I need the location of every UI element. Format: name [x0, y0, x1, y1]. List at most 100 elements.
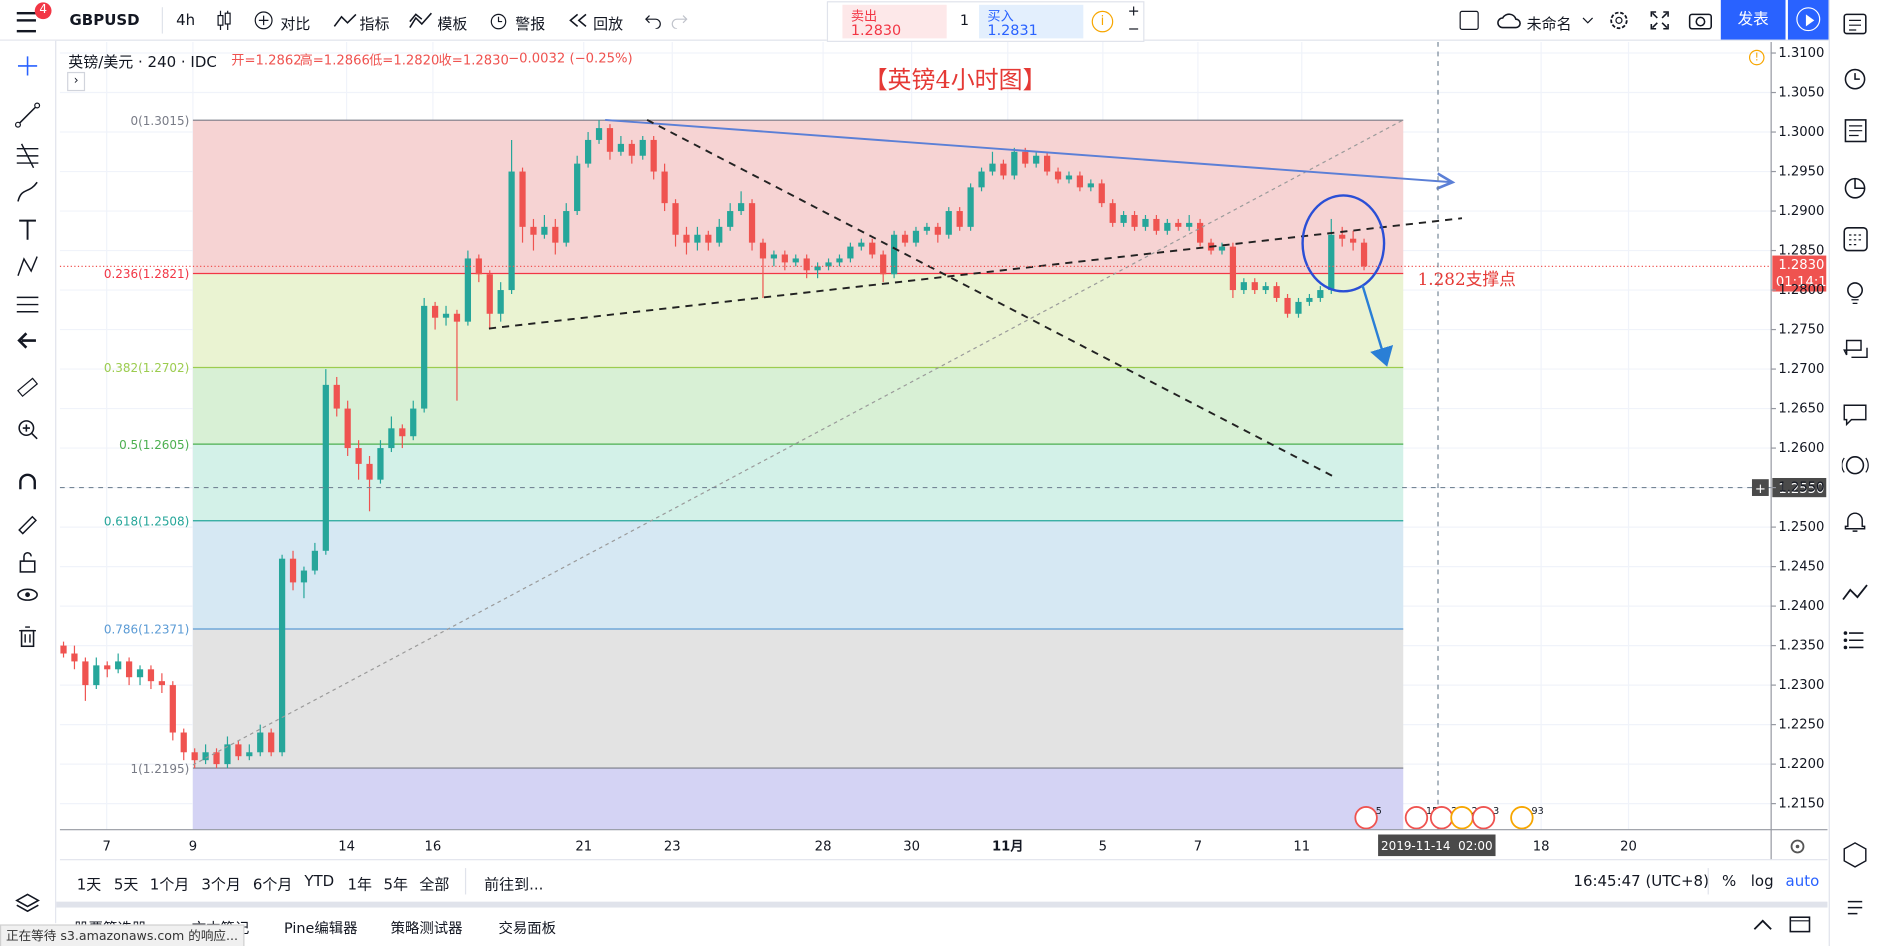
candle-body	[60, 645, 67, 654]
y-tick-label: 1.2950	[1778, 165, 1824, 180]
legend-low: 低=1.2820	[369, 52, 440, 69]
layout-name[interactable]: 未命名	[1526, 14, 1572, 33]
compare-button[interactable]: 对比	[280, 14, 311, 33]
layout-button[interactable]	[1459, 10, 1479, 30]
compare-icon[interactable]	[254, 11, 273, 30]
delete-tool[interactable]	[18, 626, 37, 648]
fib-zone	[192, 273, 1404, 368]
cloud-icon[interactable]	[1497, 11, 1523, 30]
drawing-toolbar	[0, 40, 57, 924]
range-button[interactable]: 1个月	[149, 875, 190, 894]
alert-button[interactable]: 警报	[515, 14, 546, 33]
candle-body	[552, 226, 559, 243]
y-tick-label: 1.2600	[1778, 441, 1824, 456]
y-tick-label: 1.2550	[1778, 481, 1824, 496]
panel-tab[interactable]: 交易面板	[498, 919, 557, 937]
undo-redo[interactable]	[642, 12, 690, 29]
templates-icon[interactable]	[409, 11, 433, 30]
symbol-button[interactable]: GBPUSD	[69, 10, 140, 29]
goto-button[interactable]: 前往到...	[484, 875, 544, 894]
replay-icon[interactable]	[568, 13, 587, 27]
candle-body	[1043, 155, 1051, 172]
sidebar-icons[interactable]	[1841, 12, 1871, 935]
collapse-panel[interactable]	[1752, 917, 1774, 931]
replay-button[interactable]: 回放	[593, 14, 624, 33]
range-button[interactable]: 1年	[347, 875, 373, 894]
candle-body	[574, 163, 581, 212]
y-tick-label: 1.2750	[1778, 323, 1824, 338]
candle-body	[333, 384, 340, 409]
minus-button[interactable]: −	[1127, 20, 1140, 38]
sell-button[interactable]: 卖出 1.2830	[842, 4, 947, 39]
top-toolbar: 4 GBPUSD 4h 对比 指标 模板 警报 回放 卖出 1.2830 1 买…	[0, 0, 1879, 42]
candle-body	[672, 203, 679, 235]
event-flag	[1510, 806, 1534, 830]
y-tick-label: 1.2200	[1778, 757, 1824, 772]
candle-body	[584, 139, 592, 164]
fib-zone	[192, 444, 1404, 521]
candle-body	[224, 744, 231, 765]
percent-toggle[interactable]: %	[1722, 871, 1737, 890]
candle-body	[825, 262, 832, 267]
candle-body	[858, 242, 865, 247]
fullscreen-button[interactable]	[1650, 11, 1669, 30]
separator	[161, 7, 163, 34]
settings-icon[interactable]	[1790, 839, 1805, 854]
panel-tab[interactable]: 策略测试器	[390, 919, 463, 937]
play-button[interactable]	[1787, 0, 1829, 40]
candle-body	[563, 211, 570, 243]
notification-badge: 4	[34, 2, 52, 20]
indicators-button[interactable]: 指标	[359, 14, 390, 33]
candle-body	[421, 305, 428, 409]
range-button[interactable]: 6个月	[252, 875, 293, 894]
candle-body	[355, 448, 362, 464]
buy-button[interactable]: 买入 1.2831	[979, 4, 1084, 39]
info-icon[interactable]: i	[1091, 10, 1114, 33]
range-button[interactable]: 1天	[76, 875, 102, 894]
log-toggle[interactable]: log	[1750, 871, 1774, 890]
tool-icons[interactable]	[14, 53, 41, 605]
range-button[interactable]: 5年	[383, 875, 408, 894]
chart-title: 【英镑4小时图】	[864, 66, 1047, 94]
templates-button[interactable]: 模板	[437, 14, 468, 33]
quantity[interactable]: 1	[959, 11, 970, 29]
publish-button[interactable]: 发表	[1720, 0, 1786, 40]
candle-body	[213, 752, 220, 765]
menu-button[interactable]	[16, 11, 36, 33]
event-count: 93	[1531, 806, 1543, 817]
event-count: 5	[1376, 806, 1382, 817]
candle-body	[1109, 203, 1116, 223]
range-button[interactable]: 5天	[113, 875, 139, 894]
dropdown-icon[interactable]	[1582, 16, 1594, 26]
plus-button[interactable]: +	[1127, 2, 1140, 20]
warning-icon[interactable]	[1748, 49, 1765, 66]
panel-tab[interactable]: Pine编辑器	[284, 919, 358, 937]
candle-body	[453, 313, 461, 322]
legend-toggle[interactable]: ›	[67, 71, 86, 92]
buy-label: 买入	[987, 8, 1014, 24]
alert-icon[interactable]	[489, 11, 508, 30]
object-tree[interactable]	[14, 892, 40, 914]
candle-body	[115, 661, 122, 670]
candle-body	[289, 558, 297, 583]
candle-body	[246, 752, 253, 757]
range-button[interactable]: 全部	[419, 875, 450, 894]
range-button[interactable]: 3个月	[201, 875, 241, 894]
interval-button[interactable]: 4h	[176, 10, 196, 29]
chart-style-button[interactable]	[216, 10, 233, 32]
candle-body	[869, 242, 876, 255]
candle-body	[399, 428, 406, 437]
range-button[interactable]: YTD	[304, 871, 335, 890]
candle-body	[923, 226, 931, 231]
candle-body	[125, 661, 133, 678]
x-tick-label: 21	[575, 839, 592, 854]
auto-toggle[interactable]: auto	[1785, 871, 1820, 890]
maximize-panel[interactable]	[1789, 916, 1811, 933]
settings-button[interactable]	[1608, 10, 1630, 32]
x-tick-label: 16	[425, 839, 442, 854]
panel-divider	[56, 901, 1828, 908]
candle-body	[978, 171, 985, 188]
snapshot-button[interactable]	[1688, 11, 1713, 30]
y-tick-label: 1.3000	[1778, 125, 1824, 140]
indicators-icon[interactable]	[333, 12, 357, 29]
